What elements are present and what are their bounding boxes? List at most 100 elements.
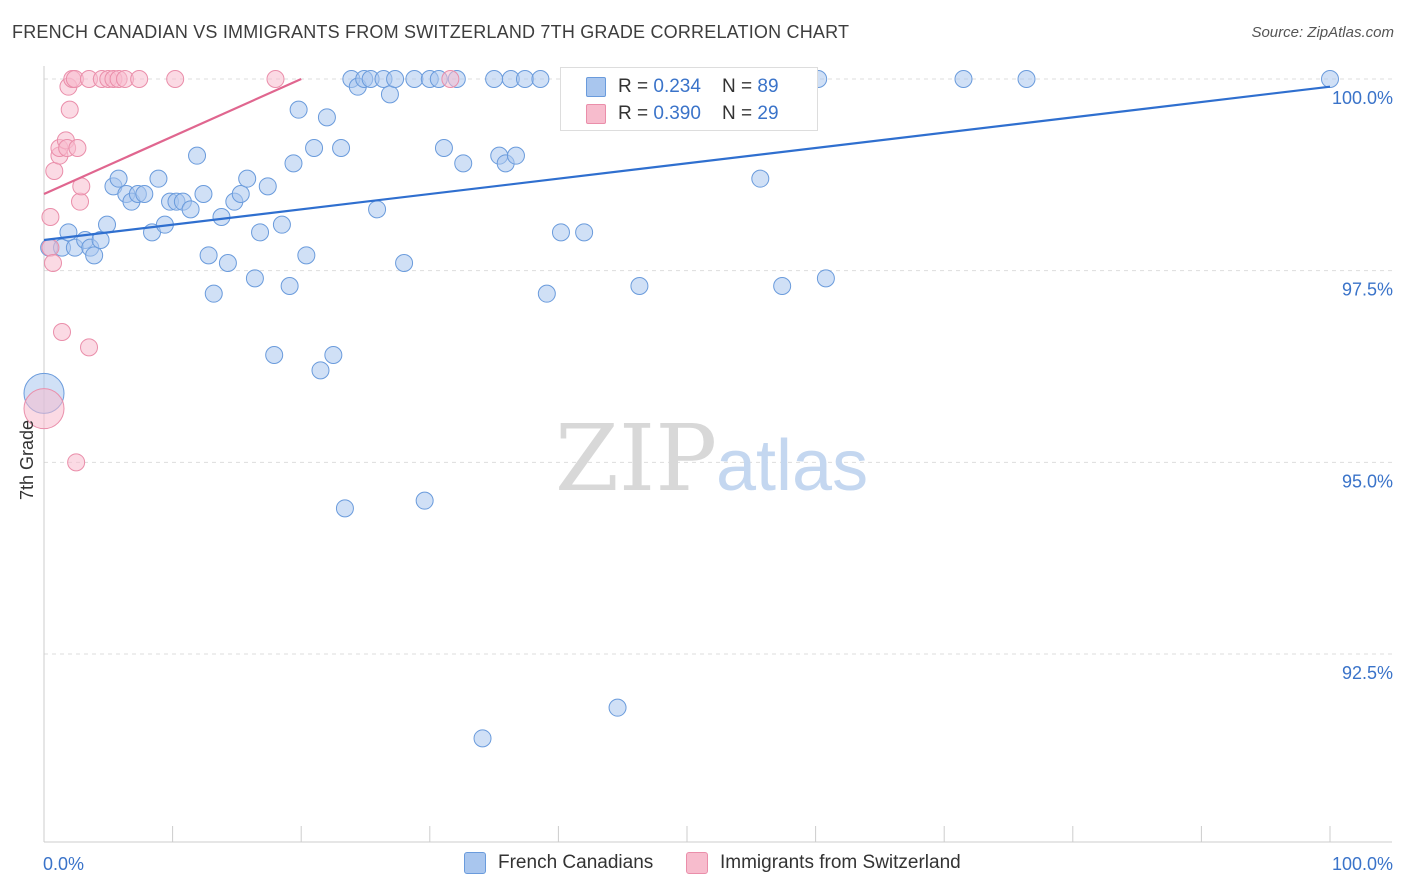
watermark: ZIP atlas bbox=[555, 405, 868, 512]
source-credit: Source: ZipAtlas.com bbox=[1251, 24, 1394, 41]
series-legend-immigrants-switzerland[interactable]: Immigrants from Switzerland bbox=[686, 852, 961, 874]
x-tick-label: 100.0% bbox=[1332, 854, 1393, 874]
data-point bbox=[1017, 70, 1036, 88]
y-tick-label: 92.5% bbox=[1342, 663, 1393, 683]
data-point bbox=[80, 338, 99, 357]
legend-n-label: N = bbox=[722, 76, 758, 97]
legend-n-value: 89 bbox=[757, 76, 779, 97]
x-tick-label: 0.0% bbox=[43, 854, 84, 874]
data-point bbox=[53, 323, 72, 341]
data-point bbox=[284, 154, 303, 173]
data-point bbox=[265, 346, 284, 364]
y-tick-label: 95.0% bbox=[1342, 471, 1393, 491]
data-point bbox=[266, 70, 285, 88]
data-point bbox=[473, 729, 492, 748]
data-point bbox=[537, 284, 556, 303]
data-point bbox=[324, 346, 343, 364]
data-point bbox=[181, 200, 200, 219]
series-legend-label: Immigrants from Switzerland bbox=[720, 852, 961, 873]
data-point bbox=[67, 453, 86, 472]
series-immigrants-switzerland-points bbox=[23, 70, 460, 472]
series-swatch-pink bbox=[686, 852, 708, 874]
data-point bbox=[204, 284, 223, 303]
watermark-zip: ZIP bbox=[555, 405, 717, 512]
data-point bbox=[380, 85, 399, 104]
data-point bbox=[91, 231, 110, 249]
trend-line-immigrants-switzerland bbox=[43, 77, 302, 196]
data-point bbox=[199, 246, 218, 265]
data-point bbox=[311, 361, 330, 380]
axis-labels: 100.0% 97.5% 95.0% 92.5% 0.0% 100.0% 7th Grade bbox=[17, 88, 1393, 874]
data-point bbox=[71, 192, 90, 211]
data-point bbox=[60, 100, 79, 119]
data-point bbox=[441, 70, 460, 88]
legend-swatch-pink bbox=[586, 104, 606, 124]
data-point bbox=[258, 177, 277, 196]
y-tick-label: 100.0% bbox=[1332, 88, 1393, 108]
legend-r-label: R = bbox=[618, 76, 654, 97]
data-point bbox=[335, 499, 354, 518]
data-point bbox=[68, 139, 87, 157]
legend-swatch-blue bbox=[586, 77, 606, 97]
data-point bbox=[954, 70, 973, 88]
data-point bbox=[109, 169, 128, 188]
trend-line-french-canadians bbox=[43, 85, 1331, 242]
legend-text: R = 0.234 N = 89 bbox=[618, 76, 779, 98]
data-point bbox=[1321, 70, 1339, 88]
data-point bbox=[454, 154, 473, 173]
data-point bbox=[44, 254, 63, 272]
data-point bbox=[332, 139, 351, 157]
legend-n-label: N = bbox=[722, 103, 758, 124]
data-point bbox=[415, 491, 434, 510]
y-tick-label: 97.5% bbox=[1342, 280, 1393, 300]
data-point bbox=[515, 70, 534, 88]
data-point bbox=[280, 277, 299, 295]
data-point bbox=[238, 169, 257, 188]
data-point bbox=[405, 70, 424, 88]
axes bbox=[43, 66, 1392, 843]
legend-r-value: 0.390 bbox=[653, 103, 701, 124]
data-point bbox=[85, 246, 104, 265]
data-point bbox=[45, 162, 64, 180]
data-point bbox=[395, 254, 414, 272]
y-axis-title: 7th Grade bbox=[17, 420, 37, 500]
data-point bbox=[251, 223, 270, 242]
data-point bbox=[608, 698, 627, 717]
data-point bbox=[386, 70, 405, 88]
legend-r-value: 0.234 bbox=[653, 76, 701, 97]
data-point bbox=[305, 139, 324, 157]
data-point bbox=[272, 215, 291, 234]
data-point bbox=[485, 70, 504, 88]
series-swatch-blue bbox=[464, 852, 486, 874]
data-point bbox=[188, 146, 207, 165]
data-point bbox=[289, 100, 308, 119]
data-point bbox=[297, 246, 316, 265]
watermark-atlas: atlas bbox=[716, 426, 868, 506]
chart-title: FRENCH CANADIAN VS IMMIGRANTS FROM SWITZ… bbox=[12, 22, 850, 42]
data-point bbox=[816, 269, 835, 288]
data-point bbox=[531, 70, 550, 88]
data-point bbox=[41, 238, 60, 257]
series-legend: French Canadians Immigrants from Switzer… bbox=[0, 852, 1406, 876]
data-point bbox=[751, 169, 770, 188]
data-point bbox=[575, 223, 594, 242]
data-point bbox=[231, 185, 250, 203]
data-point bbox=[317, 108, 336, 127]
legend-n-value: 29 bbox=[757, 103, 779, 124]
legend-text: R = 0.390 N = 29 bbox=[618, 103, 779, 125]
data-point bbox=[194, 185, 213, 203]
correlation-legend: R = 0.234 N = 89 R = 0.390 N = 29 bbox=[560, 67, 818, 131]
data-point bbox=[218, 254, 237, 272]
data-point bbox=[551, 223, 570, 242]
data-point bbox=[506, 146, 525, 165]
series-legend-label: French Canadians bbox=[498, 852, 654, 873]
series-legend-french-canadians[interactable]: French Canadians bbox=[464, 852, 653, 874]
data-point bbox=[23, 388, 65, 430]
data-point bbox=[130, 70, 149, 88]
data-point bbox=[434, 139, 453, 157]
data-point bbox=[773, 277, 792, 295]
data-point bbox=[245, 269, 264, 288]
data-point bbox=[98, 215, 117, 234]
data-point bbox=[149, 169, 168, 188]
